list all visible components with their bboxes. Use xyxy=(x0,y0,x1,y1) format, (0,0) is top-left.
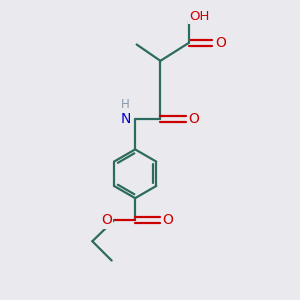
Text: O: O xyxy=(101,213,112,227)
Text: O: O xyxy=(189,112,200,126)
Text: N: N xyxy=(120,112,131,126)
Text: O: O xyxy=(162,213,173,227)
Text: H: H xyxy=(121,98,130,111)
Text: O: O xyxy=(215,36,226,50)
Text: OH: OH xyxy=(189,10,209,23)
